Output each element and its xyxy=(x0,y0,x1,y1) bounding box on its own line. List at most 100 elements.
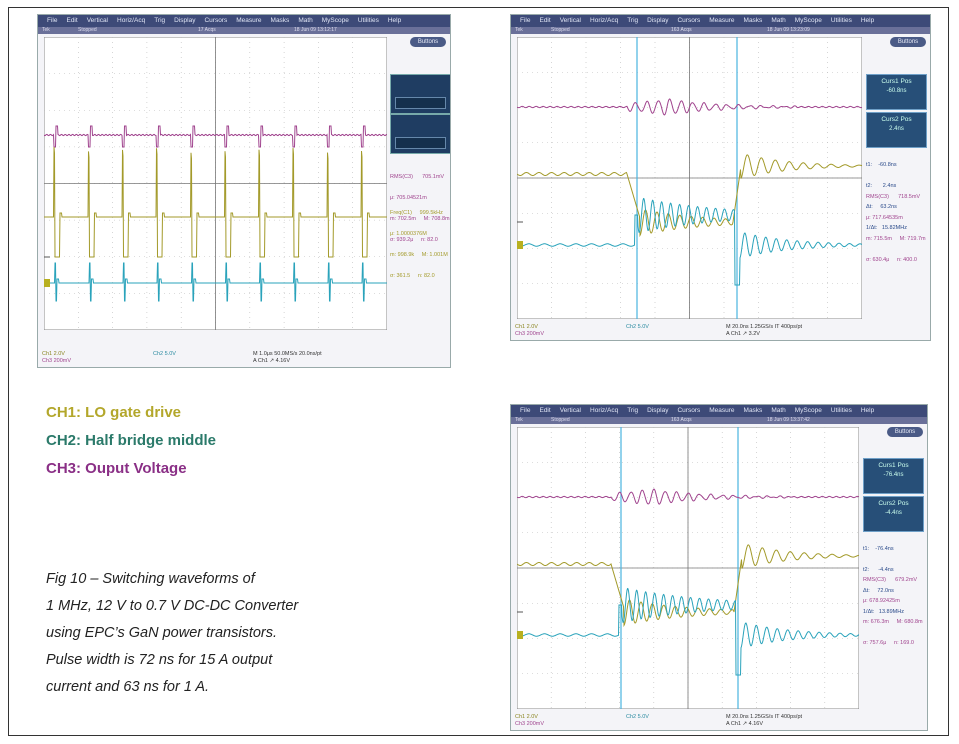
menu-item-help[interactable]: Help xyxy=(860,407,875,414)
footer-ch1: Ch1 2.0V xyxy=(42,351,65,357)
ch1-marker xyxy=(517,241,523,249)
cursor1-position-box[interactable]: Curs1 Pos -76.4ns xyxy=(863,458,924,494)
menu-item-myscope[interactable]: MyScope xyxy=(794,17,822,24)
menu-item-horizacq[interactable]: Horiz/Acq xyxy=(590,407,619,414)
menu-item-file[interactable]: File xyxy=(520,407,531,414)
menu-item-trig[interactable]: Trig xyxy=(627,407,639,414)
waveform-graticule xyxy=(517,37,862,319)
status-acqs: 163 Acqs xyxy=(671,27,692,33)
trace-ch2 xyxy=(44,262,387,302)
legend-ch3: CH3: Ouput Voltage xyxy=(46,460,187,477)
scope-footer: Ch1 2.0V Ch3 200mV Ch2 5.0V M 20.0ns 1.2… xyxy=(511,323,930,340)
cursor1-position-box[interactable]: Curs1 Pos -60.8ns xyxy=(866,74,927,110)
status-run-state: Stopped xyxy=(551,27,570,33)
measurement-rms: RMS(C3) 718.5mV μ: 717.64535m m: 715.5m … xyxy=(866,180,926,278)
footer-ch1: Ch1 2.0V xyxy=(515,714,538,720)
footer-ch2: Ch2 5.0V xyxy=(626,324,649,330)
menu-item-display[interactable]: Display xyxy=(174,17,196,24)
meas-freq-minmax: m: 998.9k M: 1.001M xyxy=(390,252,448,258)
footer-trigger: A Ch1 ↗ 4.16V xyxy=(253,358,291,364)
menu-item-edit[interactable]: Edit xyxy=(539,407,551,414)
menu-item-utilities[interactable]: Utilities xyxy=(830,407,852,414)
cursor1-label: Curs1 Pos xyxy=(881,78,912,85)
meas-rms-mean: μ: 705.04521m xyxy=(390,195,427,201)
measurement-rms: RMS(C3) 705.1mV μ: 705.04521m m: 702.5m … xyxy=(390,160,450,258)
menu-item-masks[interactable]: Masks xyxy=(743,17,763,24)
menu-item-measure[interactable]: Measure xyxy=(709,17,735,24)
menu-item-math[interactable]: Math xyxy=(771,17,786,24)
scope-status-bar: Tek Stopped 163 Acqs 18 Jun 09 13:23:09 xyxy=(511,27,930,34)
footer-ch3: Ch3 200mV xyxy=(515,331,545,337)
ch1-marker xyxy=(517,631,523,639)
cursor2-position-box[interactable]: Curs2 Pos -4.4ns xyxy=(863,496,924,532)
footer-ch2: Ch2 5.0V xyxy=(153,351,176,357)
meas-rms-label: RMS(C3) 679.2mV xyxy=(863,577,918,583)
meas-rms-sigma: σ: 939.2μ n: 82.0 xyxy=(390,237,438,243)
menu-item-trig[interactable]: Trig xyxy=(627,17,639,24)
menu-item-measure[interactable]: Measure xyxy=(236,17,262,24)
legend-ch2: CH2: Half bridge middle xyxy=(46,432,217,449)
trace-ch3 xyxy=(517,98,862,116)
buttons-button[interactable]: Buttons xyxy=(887,427,923,437)
status-date: 18 Jun 09 13:23:09 xyxy=(767,27,810,33)
menu-item-myscope[interactable]: MyScope xyxy=(794,407,822,414)
menu-item-edit[interactable]: Edit xyxy=(66,17,78,24)
menu-item-vertical[interactable]: Vertical xyxy=(559,407,582,414)
footer-timebase: M 20.0ns 1.25GS/s IT 400ps/pt xyxy=(726,714,803,720)
caption-line-5: current and 63 ns for 1 A. xyxy=(46,679,210,695)
cursor2-label: Curs2 Pos xyxy=(878,500,909,507)
cursor-t2: t2: 2.4ns xyxy=(866,183,897,189)
readout-box-1 xyxy=(390,74,450,114)
cursor-readout: t1: -76.4ns t2: -4.4ns Δt: 72.0ns 1/Δt: … xyxy=(863,532,904,630)
menu-item-masks[interactable]: Masks xyxy=(270,17,290,24)
menu-item-help[interactable]: Help xyxy=(860,17,875,24)
meas-freq-label: Freq(C1) 999.5kHz xyxy=(390,210,443,216)
measurement-freq: Freq(C1) 999.5kHz μ: 1.0000376M m: 998.9… xyxy=(390,196,448,294)
menu-item-help[interactable]: Help xyxy=(387,17,402,24)
scope-status-bar: Tek Stopped 17 Acqs 18 Jun 09 13:12:17 xyxy=(38,27,450,34)
menu-item-cursors[interactable]: Cursors xyxy=(204,17,228,24)
footer-timebase: M 20.0ns 1.25GS/s IT 400ps/pt xyxy=(726,324,803,330)
menu-item-cursors[interactable]: Cursors xyxy=(677,17,701,24)
legend-ch1: CH1: LO gate drive xyxy=(46,404,182,421)
menu-item-utilities[interactable]: Utilities xyxy=(830,17,852,24)
meas-rms-label: RMS(C3) 705.1mV xyxy=(390,174,445,180)
menu-item-edit[interactable]: Edit xyxy=(539,17,551,24)
scope-screen-zoom-15a: File Edit Vertical Horiz/Acq Trig Display Curs… xyxy=(510,404,928,731)
menu-item-math[interactable]: Math xyxy=(298,17,313,24)
measurement-rms: RMS(C3) 679.2mV μ: 678.92425m m: 676.3m … xyxy=(863,563,923,661)
menu-item-utilities[interactable]: Utilities xyxy=(357,17,379,24)
meas-freq-sigma: σ: 361.5 n: 82.0 xyxy=(390,273,435,279)
status-acqs: 17 Acqs xyxy=(198,27,216,33)
menu-item-file[interactable]: File xyxy=(520,17,531,24)
menu-item-display[interactable]: Display xyxy=(647,407,669,414)
cursor2-position-box[interactable]: Curs2 Pos 2.4ns xyxy=(866,112,927,148)
meas-rms-label: RMS(C3) 718.5mV xyxy=(866,194,921,200)
trace-ch2 xyxy=(517,587,859,676)
footer-trigger: A Ch1 ↗ 3.2V xyxy=(726,331,760,337)
cursor2-label: Curs2 Pos xyxy=(881,116,912,123)
cursor1-label: Curs1 Pos xyxy=(878,462,909,469)
menu-item-vertical[interactable]: Vertical xyxy=(86,17,109,24)
scope-screen-overview: File Edit Vertical Horiz/Acq Trig Display Curs… xyxy=(37,14,451,368)
meas-rms-minmax: m: 702.5m M: 708.8m xyxy=(390,216,450,222)
footer-ch3: Ch3 200mV xyxy=(42,358,72,364)
menu-item-measure[interactable]: Measure xyxy=(709,407,735,414)
buttons-button[interactable]: Buttons xyxy=(890,37,926,47)
menu-item-file[interactable]: File xyxy=(47,17,58,24)
menu-item-masks[interactable]: Masks xyxy=(743,407,763,414)
menu-item-myscope[interactable]: MyScope xyxy=(321,17,349,24)
menu-item-vertical[interactable]: Vertical xyxy=(559,17,582,24)
scope-status-bar: Tek Stopped 163 Acqs 18 Jun 09 13:37:42 xyxy=(511,417,927,424)
buttons-button[interactable]: Buttons xyxy=(410,37,446,47)
menu-item-horizacq[interactable]: Horiz/Acq xyxy=(590,17,619,24)
menu-item-horizacq[interactable]: Horiz/Acq xyxy=(117,17,146,24)
side-panel: Buttons Curs1 Pos -76.4ns Curs2 Pos -4.4… xyxy=(861,424,927,730)
menu-item-trig[interactable]: Trig xyxy=(154,17,166,24)
menu-item-display[interactable]: Display xyxy=(647,17,669,24)
menu-item-cursors[interactable]: Cursors xyxy=(677,407,701,414)
readout-box-2 xyxy=(390,114,450,154)
footer-ch1: Ch1 2.0V xyxy=(515,324,538,330)
menu-item-math[interactable]: Math xyxy=(771,407,786,414)
footer-timebase: M 1.0μs 50.0MS/s 20.0ns/pt xyxy=(253,351,322,357)
